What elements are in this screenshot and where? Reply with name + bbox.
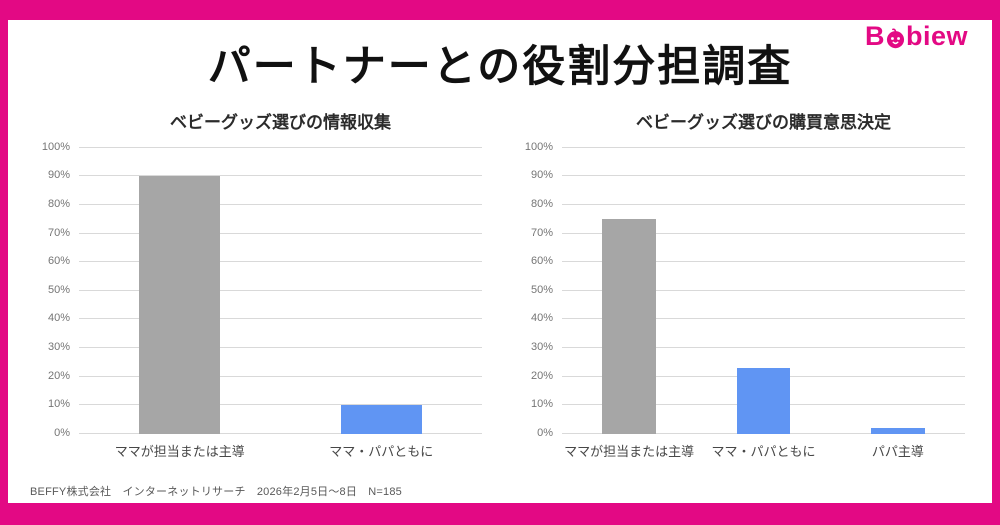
gridline: 60% [48, 255, 482, 267]
y-tick-label: 10% [47, 398, 70, 411]
y-tick-label: 70% [530, 226, 553, 239]
gridline: 90% [48, 169, 482, 181]
gridline: 100% [525, 141, 965, 153]
x-category-label: パパ主導 [871, 443, 924, 459]
gridline: 60% [531, 255, 965, 267]
gridline: 90% [531, 169, 965, 181]
y-tick-label: 60% [47, 255, 70, 268]
x-category-label: ママ・パパともに [711, 443, 816, 459]
y-tick-label: 0% [54, 426, 70, 439]
bar-slot [79, 148, 281, 434]
x-category-label: ママ・パパともに [329, 443, 434, 459]
content-area: B biew パートナーとの役割分担調査 ベビーグッズ選びの情報収集 0% 10%… [8, 20, 992, 503]
gridline: 80% [48, 198, 482, 210]
chart-title: ベビーグッズ選びの購買意思決定 [636, 112, 891, 132]
gridline: 50% [48, 284, 482, 296]
logo-text-prefix: B [864, 21, 885, 51]
bar-2 [870, 427, 925, 434]
gridline: 70% [531, 227, 965, 239]
baby-face-icon [886, 27, 905, 49]
y-tick-label: 100% [524, 140, 553, 153]
y-tick-label: 10% [530, 398, 553, 411]
chart-purchase-decision: ベビーグッズ選びの購買意思決定 0% 10% 20% 30% 40% 50% 60% 70% 8… [518, 108, 965, 460]
bar-0 [602, 219, 657, 434]
y-tick-label: 30% [47, 340, 70, 353]
bars [79, 148, 482, 434]
y-tick-label: 40% [530, 312, 553, 325]
gridline: 50% [531, 284, 965, 296]
x-axis-labels: ママが担当または主導 ママ・パパともに パパ主導 [562, 441, 965, 460]
chart-information-gathering: ベビーグッズ選びの情報収集 0% 10% 20% 30% 40% 50% 60% 70% 80%… [35, 108, 482, 460]
bars [562, 148, 965, 434]
gridline: 10% [48, 398, 482, 410]
gridline: 100% [42, 141, 482, 153]
y-tick-label: 20% [530, 369, 553, 382]
y-tick-label: 80% [530, 197, 553, 210]
y-tick-label: 90% [530, 169, 553, 182]
x-axis-labels: ママが担当または主導 ママ・パパともに [79, 441, 482, 460]
y-tick-label: 50% [47, 283, 70, 296]
charts-row: ベビーグッズ選びの情報収集 0% 10% 20% 30% 40% 50% 60% 70% 80%… [8, 108, 992, 460]
bar-slot [696, 148, 830, 434]
gridline: 40% [531, 312, 965, 324]
bar-slot [562, 148, 696, 434]
gridline: 20% [48, 370, 482, 382]
gridline: 0% [54, 427, 482, 439]
y-tick-label: 20% [47, 369, 70, 382]
y-tick-label: 90% [47, 169, 70, 182]
gridline: 30% [531, 341, 965, 353]
bar-0 [139, 176, 221, 434]
gridline: 40% [48, 312, 482, 324]
plot-area: 0% 10% 20% 30% 40% 50% 60% 70% 80% 90% 100% [42, 141, 482, 439]
plot-area: 0% 10% 20% 30% 40% 50% 60% 70% 80% 90% 100% [525, 141, 965, 439]
babiew-logo: B biew [865, 23, 968, 50]
bar-1 [340, 405, 422, 434]
y-tick-label: 70% [47, 226, 70, 239]
gridline: 80% [531, 198, 965, 210]
gridline: 30% [48, 341, 482, 353]
x-category-label: ママが担当または主導 [114, 443, 245, 459]
bar-1 [736, 367, 791, 434]
y-tick-label: 100% [41, 140, 70, 153]
bar-slot [831, 148, 965, 434]
y-tick-label: 30% [530, 340, 553, 353]
bar-slot [281, 148, 483, 434]
survey-source-note: BEFFY株式会社 インターネットリサーチ 2026年2月5日～8日 N=185 [30, 486, 402, 498]
gridline: 70% [48, 227, 482, 239]
y-tick-label: 0% [537, 426, 553, 439]
y-tick-label: 80% [47, 197, 70, 210]
y-tick-label: 40% [47, 312, 70, 325]
chart-title: ベビーグッズ選びの情報収集 [170, 112, 391, 132]
y-tick-label: 60% [530, 255, 553, 268]
x-category-label: ママが担当または主導 [564, 443, 695, 459]
logo-text-suffix: biew [905, 21, 968, 51]
page-title: パートナーとの役割分担調査 [207, 43, 793, 91]
y-tick-label: 50% [530, 283, 553, 296]
